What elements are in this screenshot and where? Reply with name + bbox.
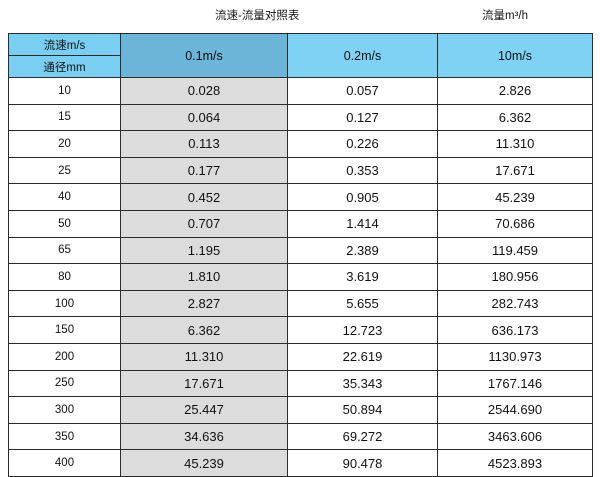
cell-flow-value: 282.743: [437, 289, 593, 318]
cell-flow-value: 90.478: [287, 449, 438, 477]
cell-flow-value: 0.452: [120, 183, 288, 211]
header-col-10ms: 10m/s: [437, 33, 593, 78]
cell-flow-value: 5.655: [287, 289, 438, 318]
cell-flow-value: 50.894: [287, 396, 438, 424]
cell-nominal-diameter: 10: [8, 77, 121, 105]
cell-flow-value: 69.272: [287, 422, 438, 451]
cell-flow-value: 0.028: [120, 77, 288, 105]
cell-nominal-diameter: 50: [8, 209, 121, 238]
cell-flow-value: 1767.146: [437, 369, 593, 398]
cell-flow-value: 0.226: [287, 130, 438, 158]
cell-flow-value: 70.686: [437, 209, 593, 238]
cell-flow-value: 180.956: [437, 263, 593, 291]
table-row: 250 17.671 35.343 1767.146: [8, 369, 593, 398]
cell-nominal-diameter: 200: [8, 342, 121, 371]
cell-flow-value: 12.723: [287, 316, 438, 344]
cell-nominal-diameter: 350: [8, 422, 121, 451]
table-header-row-bottom: 通径mm: [8, 55, 593, 78]
table-row: 300 25.447 50.894 2544.690: [8, 396, 593, 424]
cell-flow-value: 4523.893: [437, 449, 593, 477]
cell-flow-value: 1.810: [120, 263, 288, 291]
table-row: 50 0.707 1.414 70.686: [8, 209, 593, 238]
cell-flow-value: 0.177: [120, 156, 288, 185]
cell-flow-value: 11.310: [120, 342, 288, 371]
cell-nominal-diameter: 150: [8, 316, 121, 344]
table-row: 40 0.452 0.905 45.239: [8, 183, 593, 211]
cell-flow-value: 0.113: [120, 130, 288, 158]
cell-flow-value: 2.827: [120, 289, 288, 318]
cell-flow-value: 3.619: [287, 263, 438, 291]
cell-nominal-diameter: 25: [8, 156, 121, 185]
table-body: 10 0.028 0.057 2.826 15 0.064 0.127 6.362 20 0.11…: [8, 77, 593, 477]
table-row: 150 6.362 12.723 636.173: [8, 316, 593, 344]
cell-flow-value: 45.239: [120, 449, 288, 477]
cell-flow-value: 25.447: [120, 396, 288, 424]
cell-flow-value: 34.636: [120, 422, 288, 451]
table-row: 200 11.310 22.619 1130.973: [8, 342, 593, 371]
header-col-0.1ms: 0.1m/s: [120, 33, 288, 78]
flow-velocity-table: 流速m/s 0.1m/s 0.2m/s 10m/s 通径mm 10 0.028 0.…: [8, 33, 593, 477]
cell-flow-value: 636.173: [437, 316, 593, 344]
table-row: 20 0.113 0.226 11.310: [8, 130, 593, 158]
cell-flow-value: 119.459: [437, 236, 593, 265]
cell-flow-value: 1.195: [120, 236, 288, 265]
table-row: 65 1.195 2.389 119.459: [8, 236, 593, 265]
cell-nominal-diameter: 80: [8, 263, 121, 291]
cell-flow-value: 11.310: [437, 130, 593, 158]
cell-flow-value: 2544.690: [437, 396, 593, 424]
cell-flow-value: 1130.973: [437, 342, 593, 371]
cell-flow-value: 6.362: [437, 103, 593, 132]
cell-flow-value: 22.619: [287, 342, 438, 371]
caption-bar: 流速-流量对照表 流量m³/h: [0, 0, 600, 32]
cell-nominal-diameter: 15: [8, 103, 121, 132]
cell-nominal-diameter: 250: [8, 369, 121, 398]
flow-velocity-table-container: 流速m/s 0.1m/s 0.2m/s 10m/s 通径mm 10 0.028 0.…: [8, 33, 593, 477]
header-col-0.2ms: 0.2m/s: [287, 33, 438, 78]
cell-nominal-diameter: 65: [8, 236, 121, 265]
cell-flow-value: 0.057: [287, 77, 438, 105]
cell-flow-value: 0.064: [120, 103, 288, 132]
table-row: 400 45.239 90.478 4523.893: [8, 449, 593, 477]
table-row: 80 1.810 3.619 180.956: [8, 263, 593, 291]
cell-flow-value: 0.127: [287, 103, 438, 132]
cell-flow-value: 0.353: [287, 156, 438, 185]
table-row: 15 0.064 0.127 6.362: [8, 103, 593, 132]
table-row: 100 2.827 5.655 282.743: [8, 289, 593, 318]
cell-flow-value: 45.239: [437, 183, 593, 211]
chart-title: 流速-流量对照表: [215, 10, 300, 22]
cell-flow-value: 6.362: [120, 316, 288, 344]
cell-flow-value: 17.671: [120, 369, 288, 398]
header-diameter-label: 通径mm: [8, 55, 121, 78]
header-velocity-label: 流速m/s: [8, 33, 121, 56]
cell-flow-value: 0.707: [120, 209, 288, 238]
flow-unit-label: 流量m³/h: [482, 10, 528, 22]
table-row: 25 0.177 0.353 17.671: [8, 156, 593, 185]
table-row: 350 34.636 69.272 3463.606: [8, 422, 593, 451]
table-row: 10 0.028 0.057 2.826: [8, 77, 593, 105]
table-header-row-top: 流速m/s 0.1m/s 0.2m/s 10m/s: [8, 33, 593, 78]
cell-flow-value: 2.826: [437, 77, 593, 105]
cell-nominal-diameter: 100: [8, 289, 121, 318]
cell-nominal-diameter: 40: [8, 183, 121, 211]
cell-flow-value: 35.343: [287, 369, 438, 398]
cell-nominal-diameter: 400: [8, 449, 121, 477]
table-head: 流速m/s 0.1m/s 0.2m/s 10m/s 通径mm: [8, 33, 593, 78]
cell-nominal-diameter: 300: [8, 396, 121, 424]
cell-nominal-diameter: 20: [8, 130, 121, 158]
cell-flow-value: 17.671: [437, 156, 593, 185]
cell-flow-value: 0.905: [287, 183, 438, 211]
cell-flow-value: 3463.606: [437, 422, 593, 451]
cell-flow-value: 2.389: [287, 236, 438, 265]
cell-flow-value: 1.414: [287, 209, 438, 238]
